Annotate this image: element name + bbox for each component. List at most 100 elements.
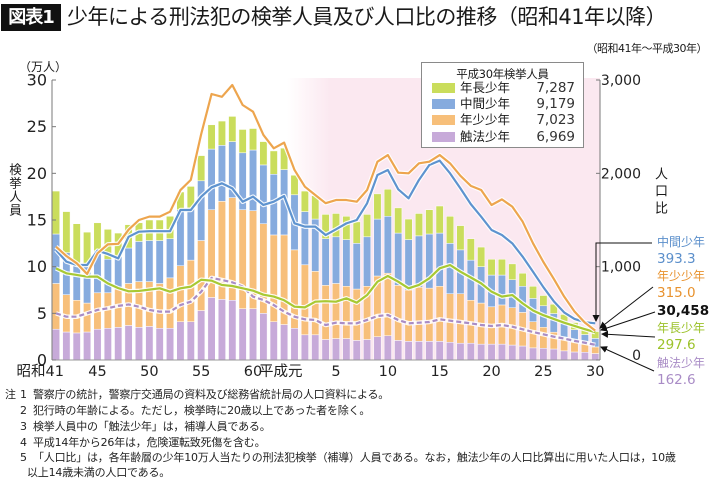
x-tick-label: 45 [88,364,106,380]
end-value-nencho: 297.6 [657,337,696,353]
bar-nencho-38 [446,216,455,244]
bar-shokuho-13 [186,321,195,361]
note-5: 5 「人口比」は，各年齢層の少年10万人当たりの刑法犯検挙（補導）人員である。な… [0,451,710,481]
bar-shokuho-2 [72,332,81,361]
note-number: 5 [20,451,27,464]
x-tick-label: 15 [430,364,448,380]
bar-nencho-45 [518,272,527,287]
x-tick-label: 10 [379,364,397,380]
note-text: 検挙人員中の「触法少年」は，補導人員である。 [33,420,271,433]
line-nensho [55,83,596,332]
legend-swatch-nensho [432,115,455,125]
x-tick-label: 25 [534,364,552,380]
bar-nensho-12 [176,265,185,322]
bar-shokuho-39 [456,342,465,361]
legend: 平成30年検挙人員 年長少年 7,287 中間少年 9,179 年少少年 7,0… [421,62,584,148]
population-ratio-lines [54,82,597,348]
note-number: 3 [20,420,27,433]
note-text-continued: 以上14歳未満の人口である。 [27,466,171,479]
bar-nencho-34 [404,218,413,240]
bar-nencho-4 [93,222,102,252]
bar-shokuho-50 [570,351,579,361]
bar-nensho-27 [332,283,340,339]
bar-shokuho-52 [591,353,600,361]
bar-shokuho-36 [425,341,434,361]
bar-shokuho-48 [549,348,558,361]
legend-value: 7,023 [536,112,575,128]
legend-item-nencho: 年長少年 7,287 [422,80,583,96]
bar-nensho-11 [166,277,175,329]
bar-nencho-43 [497,258,506,276]
end-value-shokuho: 162.6 [657,372,696,388]
bar-chukan-9 [145,240,154,282]
note-number: 4 [20,436,27,449]
arrow-shokuho [600,346,655,372]
bar-chukan-16 [217,145,226,202]
x-tick-label: 5 [331,364,340,380]
notes-prefix: 注 [5,388,16,401]
bar-nencho-19 [249,128,257,151]
y-tick-label: 0 [37,351,47,370]
bar-nensho-35 [415,286,423,342]
bar-chukan-34 [404,239,413,291]
bar-shokuho-33 [394,340,403,361]
note-4: 4 平成14年から26年は，危険運転致死傷を含む。 [0,436,710,450]
bar-chukan-15 [207,148,216,210]
bar-shokuho-18 [238,308,247,361]
end-value-total: 30,458 [657,303,710,319]
bar-nencho-15 [207,124,216,150]
x-tick-label: 昭和41 [17,363,64,380]
x-tick-label: 50 [140,364,158,380]
bar-nencho-29 [352,221,361,244]
bar-shokuho-14 [197,310,206,361]
chart-title: 少年による刑法犯の検挙人員及び人口比の推移（昭和41年以降） [67,5,667,29]
line-chukan [55,159,596,325]
line-shokuho [55,276,596,346]
bar-shokuho-4 [93,328,102,361]
bar-nensho-29 [352,288,361,341]
bar-chukan-20 [259,164,268,224]
bar-chukan-5 [103,258,112,294]
bar-chukan-33 [394,232,403,286]
bar-nencho-36 [425,209,434,235]
bar-nensho-28 [342,286,351,339]
note-3: 3 検挙人員中の「触法少年」は，補導人員である。 [0,420,710,434]
bar-shokuho-10 [155,328,164,361]
bar-shokuho-37 [435,341,444,361]
bar-shokuho-22 [280,324,289,361]
bar-shokuho-32 [383,335,392,361]
bar-shokuho-3 [83,331,92,361]
note-text: 平成14年から26年は，危険運転致死傷を含む。 [33,436,266,449]
bar-shokuho-34 [404,341,413,361]
legend-item-shokuho: 触法少年 6,969 [422,129,583,145]
bar-chukan-32 [383,216,392,274]
bar-chukan-31 [373,218,382,277]
bar-chukan-8 [135,241,143,282]
bar-nencho-24 [300,190,309,212]
bar-chukan-43 [497,274,506,306]
bar-shokuho-17 [228,300,237,361]
bar-shokuho-30 [363,339,372,361]
bar-nensho-1 [62,294,71,333]
bar-nencho-23 [290,174,299,196]
x-tick-label: 55 [192,364,210,380]
note-number: 1 [20,388,27,401]
legend-item-nensho: 年少少年 7,023 [422,112,583,128]
legend-label: 年少少年 [460,112,511,127]
bar-nencho-20 [259,141,268,166]
arrow-nensho [599,286,654,329]
bar-shokuho-16 [217,299,226,361]
bar-chukan-13 [186,207,195,261]
bar-shokuho-21 [269,321,278,361]
bar-nencho-17 [228,116,237,142]
bar-nencho-21 [269,150,278,175]
arrow-chukan [592,242,652,322]
bar-nensho-52 [591,346,600,354]
bar-nensho-13 [186,259,195,322]
arrow-total [600,311,656,332]
bar-nensho-3 [83,302,92,333]
x-tick-label: 30 [586,364,604,380]
note-2: 2 犯行時の年齢による。ただし，検挙時に20歳以上であった者を除く。 [0,404,710,418]
y-tick-label: 25 [27,117,47,136]
bar-shokuho-8 [135,327,143,361]
